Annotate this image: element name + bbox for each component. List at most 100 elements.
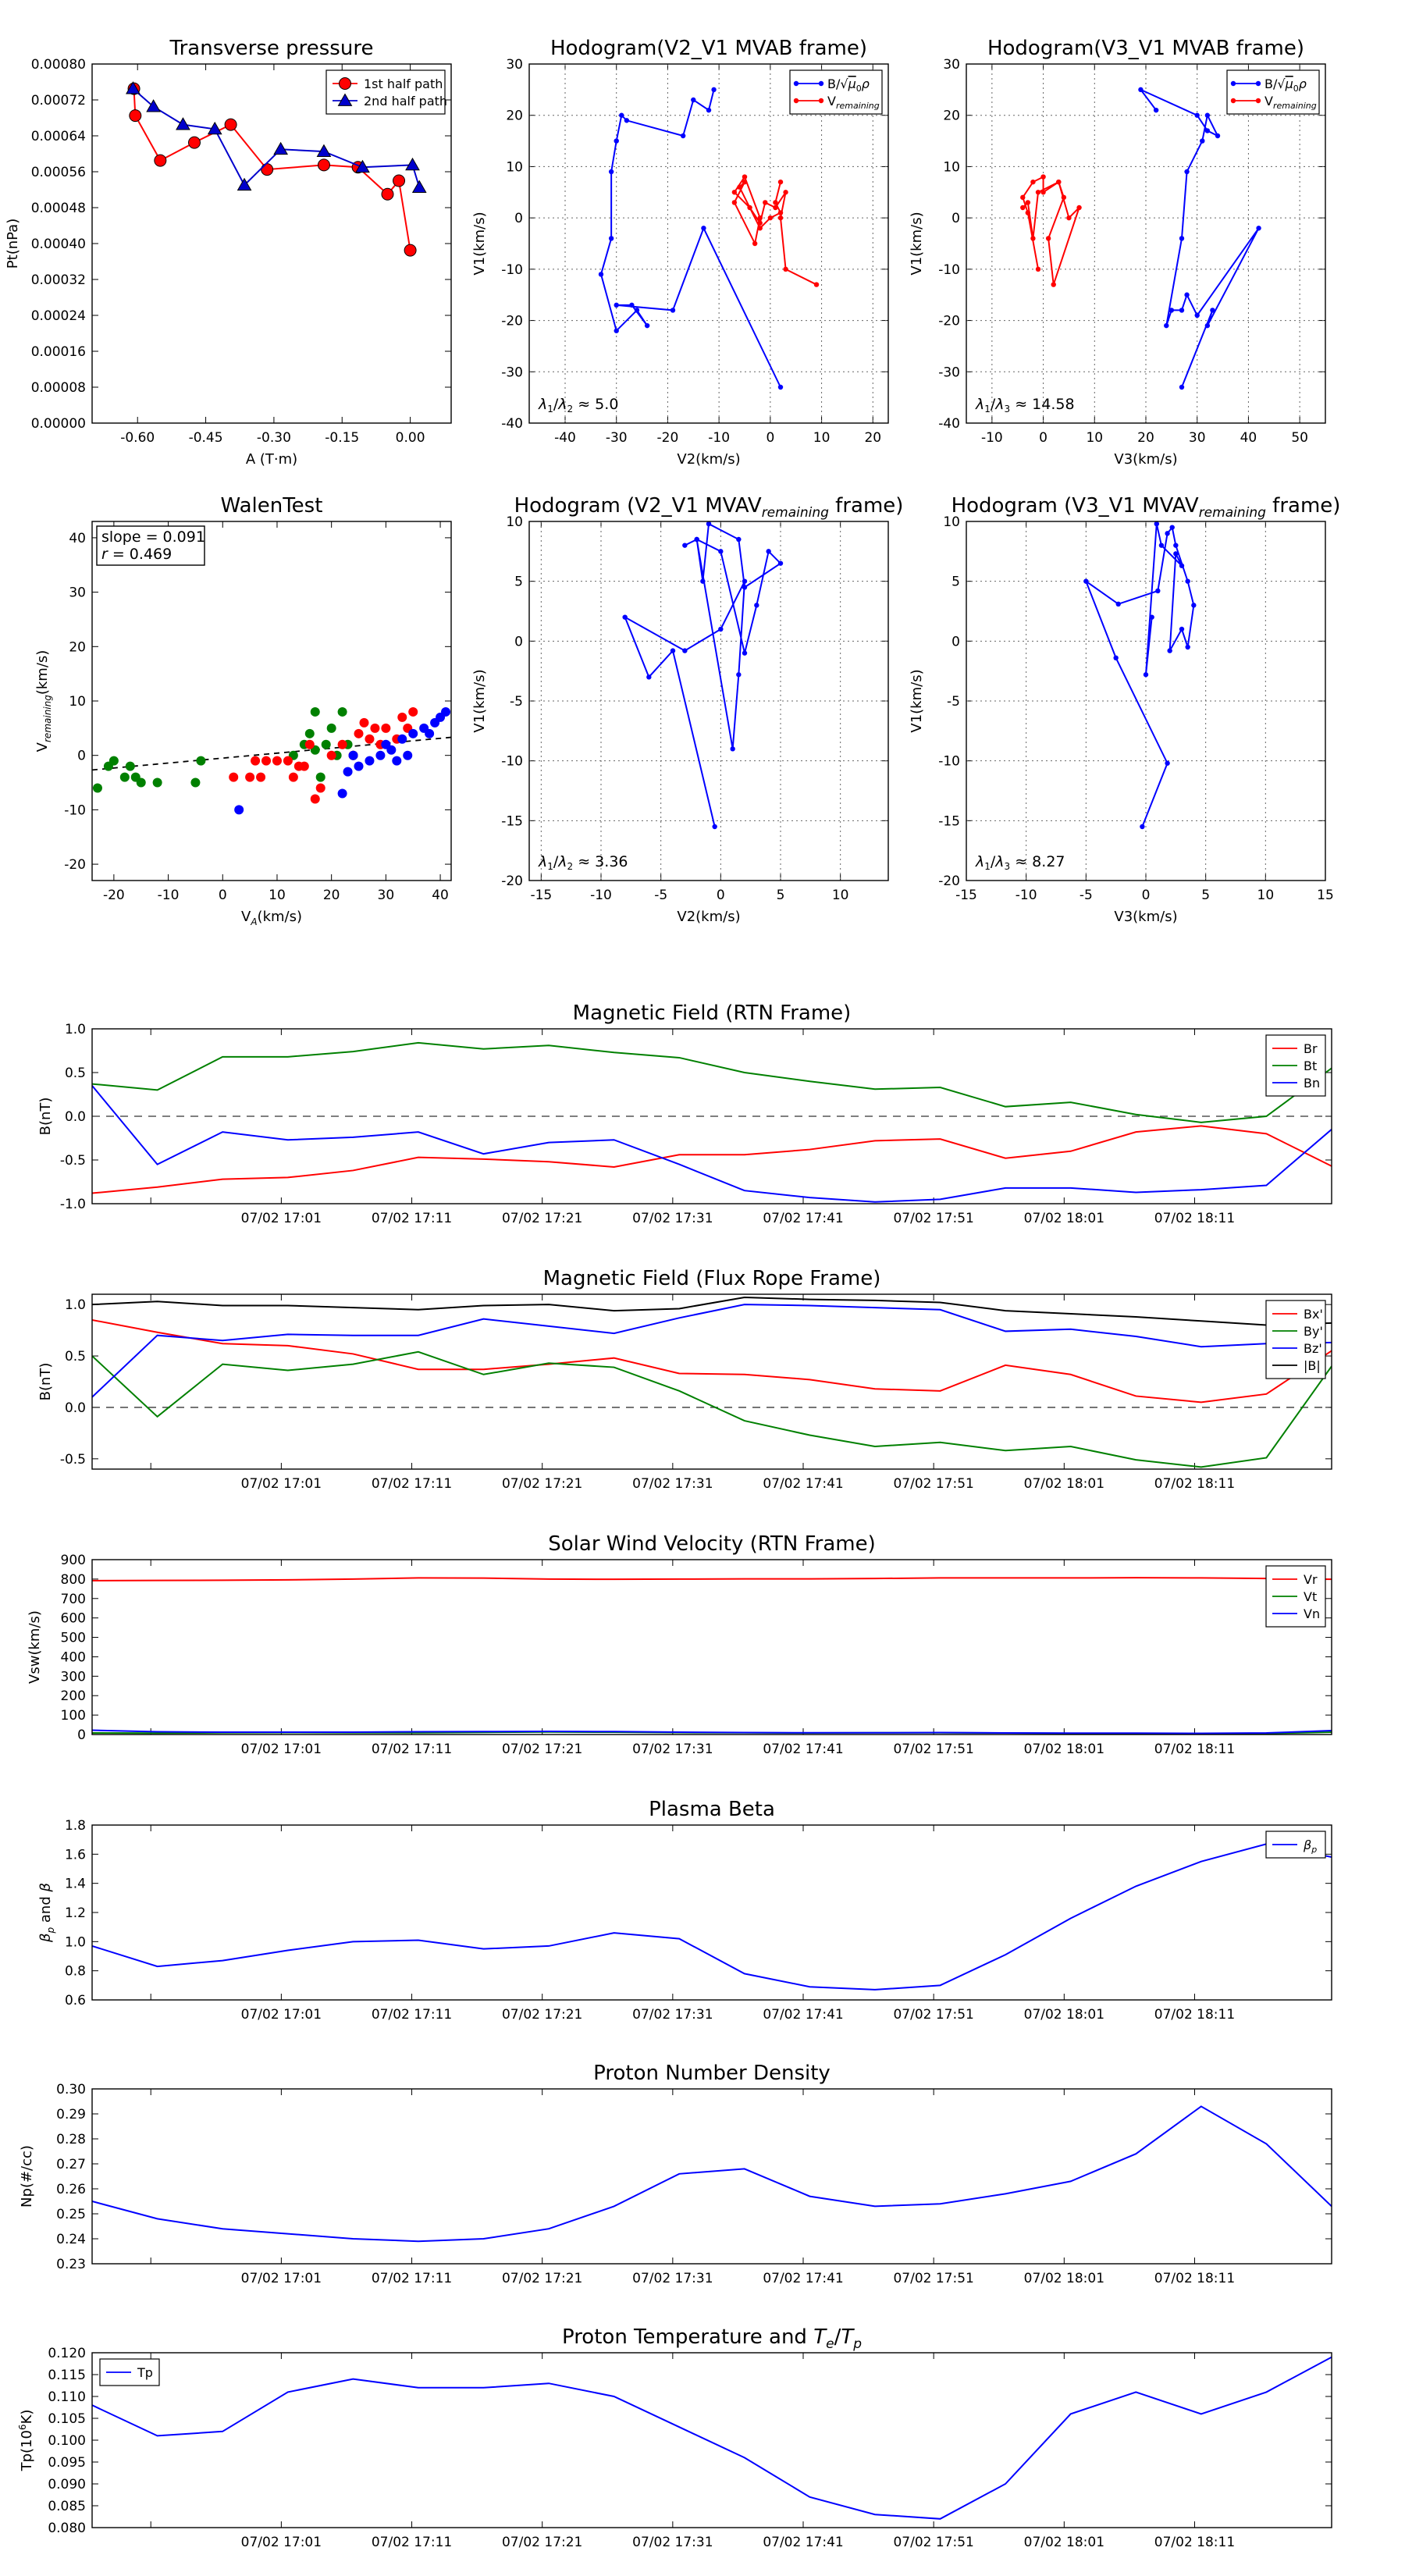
h31-data-point [1020, 194, 1026, 201]
pt-title: Transverse pressure [169, 37, 374, 60]
hv21-data-point [682, 543, 688, 548]
hv31-data-point [1165, 760, 1170, 766]
mag_fr-xtick-label: 07/02 17:41 [763, 1476, 843, 1492]
np-xtick-label: 07/02 17:01 [241, 2271, 322, 2286]
beta-ytick-label: 1.4 [65, 1877, 86, 1892]
h21-data-point [608, 236, 614, 241]
pt-xtick-label: -0.30 [257, 430, 291, 446]
hv31-xtick-label: -10 [1016, 888, 1037, 903]
vel-ytick-label: 500 [61, 1631, 86, 1646]
pt-data-point [316, 144, 332, 157]
tp-ytick-label: 0.095 [48, 2455, 86, 2471]
walen-xtick-label: -10 [158, 888, 180, 903]
vel-xtick-label: 07/02 17:01 [241, 1742, 322, 1757]
pt-data-point [411, 180, 427, 193]
np-xtick-label: 07/02 17:31 [632, 2271, 713, 2286]
h31-data-point [1020, 205, 1026, 211]
pt-data-point [273, 141, 289, 155]
pt-legend-label: 2nd half path [364, 94, 447, 109]
pt-data-point [129, 109, 142, 123]
hv31-data-point [1173, 543, 1179, 548]
pt-data-point [404, 244, 417, 257]
mag_fr-ytick-label: 1.0 [65, 1297, 86, 1313]
h21-data-point [731, 200, 738, 205]
h31-data-point [1025, 210, 1031, 215]
vel-ytick-label: 600 [61, 1611, 86, 1627]
vel-series-line-2 [92, 1729, 1332, 1735]
np-title: Proton Number Density [593, 2062, 831, 2085]
h21-legend-marker [793, 98, 799, 104]
walen-point [392, 756, 402, 766]
h21-data-point [614, 138, 619, 144]
mag_fr-xtick-label: 07/02 17:01 [241, 1476, 322, 1492]
vel-ytick-label: 700 [61, 1592, 86, 1607]
np-panel: 07/02 17:01 07/02 17:11 07/02 17:21 07/02 1… [19, 2062, 1332, 2286]
beta-title: Plasma Beta [649, 1798, 775, 1821]
walen-point [261, 756, 272, 766]
vel-xtick-label: 07/02 17:31 [632, 1742, 713, 1757]
beta-ytick-label: 1.0 [65, 1934, 86, 1950]
walen-point [119, 772, 130, 782]
h21-xtick-label: -30 [606, 430, 628, 446]
hv21-xtick-label: 0 [717, 888, 725, 903]
np-ytick-label: 0.26 [56, 2182, 86, 2197]
vel-plot-area [92, 1577, 1332, 1735]
tp-series-line-0 [92, 2356, 1332, 2520]
h31-data-point [1179, 308, 1185, 313]
walen-point [288, 772, 298, 782]
h21-panel: -40 -30 -20 -10 0 10 20 -40 -30 -20 -10 0 10 20 30 Hodo… [471, 37, 889, 468]
walen-point [425, 728, 435, 738]
pt-ytick-label: 0.00080 [31, 57, 86, 73]
h31-data-point [1138, 87, 1144, 93]
h31-data-point [1051, 282, 1056, 287]
vel-ytick-label: 200 [61, 1688, 86, 1704]
hv21-ytick-label: 5 [514, 575, 523, 590]
pt-xtick-label: -0.60 [120, 430, 155, 446]
hv31-data-point [1143, 672, 1149, 678]
h31-data-point [1066, 215, 1072, 221]
mag_rtn-xtick-label: 07/02 17:31 [632, 1211, 713, 1226]
hv31-xtick-label: -5 [1080, 888, 1093, 903]
h31-ytick-label: -10 [938, 262, 960, 278]
h31-data-point [1184, 292, 1190, 297]
h31-data-point [1040, 190, 1046, 195]
pt-data-point [188, 136, 201, 149]
walen-point [304, 728, 315, 738]
np-xtick-label: 07/02 18:01 [1024, 2271, 1104, 2286]
pt-data-point [237, 177, 252, 191]
np-ytick-label: 0.23 [56, 2257, 86, 2272]
walen-point [196, 756, 206, 766]
tp-title-text: Proton Temperature and Te/Tp [562, 2325, 862, 2352]
walen-point [403, 750, 413, 760]
walen-ytick-label: 20 [69, 639, 86, 655]
hv31-xtick-label: 0 [1142, 888, 1151, 903]
np-xtick-label: 07/02 17:51 [893, 2271, 973, 2286]
hv21-xtick-label: 5 [777, 888, 785, 903]
h31-data-point [1256, 226, 1261, 231]
h21-data-point [624, 118, 630, 123]
mag_fr-plot-frame [91, 1293, 1332, 1470]
pt-ytick-label: 0.00008 [31, 380, 86, 396]
np-xtick-label: 07/02 17:11 [372, 2271, 452, 2286]
mag_fr-xtick-label: 07/02 17:51 [893, 1476, 973, 1492]
h21-data-point [644, 322, 650, 329]
hv31-xtick-label: 10 [1257, 888, 1275, 903]
mag_rtn-xtick-label: 07/02 17:51 [893, 1211, 973, 1226]
vel-legend-label: Vr [1304, 1572, 1318, 1587]
hv31-ratio-annotation: λ1/λ3 ≈ 8.27 [975, 853, 1065, 872]
walen-point [256, 772, 266, 782]
h21-data-point [757, 226, 763, 231]
pt-ytick-label: 0.00048 [31, 201, 86, 216]
walen-point [108, 756, 119, 766]
h31-ytick-label: 0 [951, 211, 960, 226]
walen-xtick-label: 10 [269, 888, 286, 903]
hv31-ytick-label: -20 [938, 873, 960, 889]
vel-xtick-label: 07/02 17:21 [502, 1742, 582, 1757]
beta-ytick-label: 0.6 [65, 1993, 86, 2008]
pt-data-point [393, 174, 406, 187]
hv31-data-point [1185, 578, 1190, 584]
h31-data-point [1076, 205, 1082, 211]
tp-ytick-label: 0.110 [48, 2389, 86, 2405]
walen-point [310, 706, 320, 717]
